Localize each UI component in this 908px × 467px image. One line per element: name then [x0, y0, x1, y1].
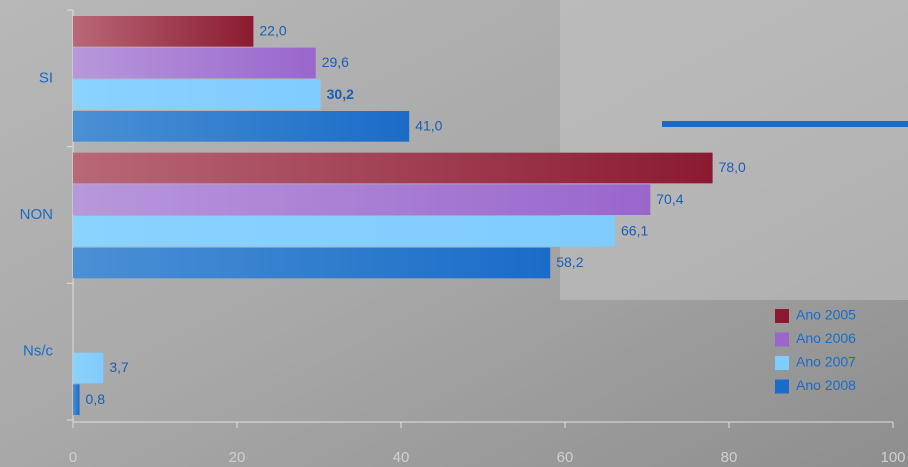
value-label: 78,0 [719, 159, 746, 175]
bar [73, 384, 80, 415]
value-label: 29,6 [322, 54, 349, 70]
category-label: Ns/c [23, 343, 54, 360]
bar [73, 247, 551, 279]
legend-label: Ano 2005 [796, 307, 856, 323]
legend-label: Ano 2006 [796, 330, 856, 346]
category-label: SI [39, 69, 53, 86]
legend-swatch [775, 332, 789, 347]
bar [73, 352, 104, 384]
background-panel [560, 0, 908, 300]
x-tick-label: 60 [557, 449, 574, 466]
bar [73, 16, 254, 47]
value-label: 41,0 [415, 118, 442, 134]
bar [73, 152, 713, 184]
legend-label: Ano 2008 [796, 377, 856, 393]
value-label: 66,1 [621, 223, 648, 239]
x-tick-label: 100 [880, 449, 905, 466]
legend-swatch [775, 356, 789, 370]
legend-swatch [775, 379, 789, 394]
legend-label: Ano 2007 [796, 354, 856, 370]
x-tick-label: 40 [393, 449, 410, 466]
bar [73, 216, 616, 247]
legend-swatch [775, 309, 789, 323]
value-label: 0,8 [86, 391, 106, 407]
category-label: NON [20, 206, 53, 223]
bar [73, 79, 321, 110]
value-label: 22,0 [259, 23, 286, 39]
bar [73, 184, 651, 215]
x-tick-label: 80 [721, 449, 738, 466]
bar [73, 111, 410, 142]
x-tick-label: 20 [229, 449, 246, 466]
x-tick-label: 0 [69, 449, 77, 466]
value-label: 70,4 [656, 191, 683, 207]
value-label: 30,2 [327, 86, 354, 102]
value-label: 58,2 [556, 254, 583, 270]
bar [73, 47, 316, 79]
value-label: 3,7 [109, 359, 129, 375]
